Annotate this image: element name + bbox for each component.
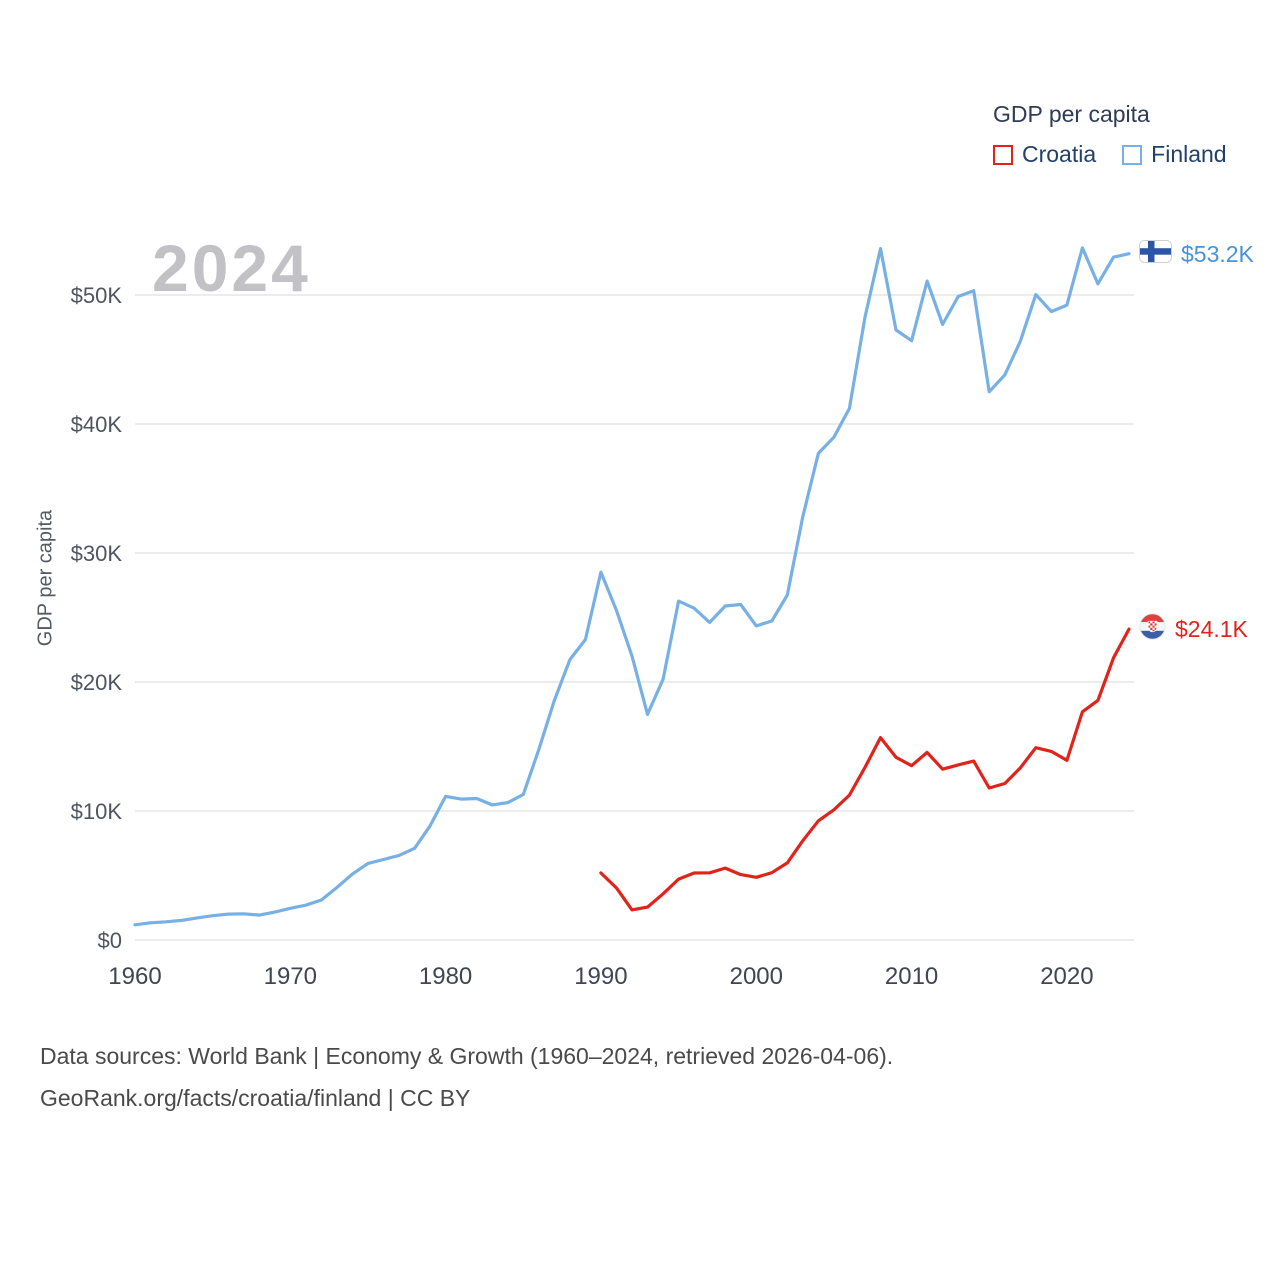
y-tick-label: $20K — [71, 670, 123, 695]
y-tick-label: $30K — [71, 541, 123, 566]
legend-label-croatia: Croatia — [1022, 141, 1097, 167]
y-tick-label: $40K — [71, 412, 123, 437]
x-tick-label: 2020 — [1040, 963, 1093, 990]
x-tick-label: 2000 — [730, 963, 783, 990]
croatia-line — [599, 627, 1131, 912]
legend-item-croatia: Croatia — [993, 141, 1096, 168]
legend-label-finland: Finland — [1151, 141, 1227, 167]
source-url-line: GeoRank.org/facts/croatia/finland | CC B… — [40, 1084, 471, 1111]
x-tick-label: 1970 — [264, 963, 317, 990]
x-tick-label: 1980 — [419, 963, 472, 990]
legend-item-finland: Finland — [1122, 141, 1227, 168]
y-axis-title: GDP per capita — [34, 509, 57, 647]
attribution-footer: Data sources: World Bank | Economy & Gro… — [40, 1036, 893, 1120]
finland-line — [133, 246, 1131, 927]
data-sources-line: Data sources: World Bank | Economy & Gro… — [40, 1043, 894, 1069]
y-tick-label: $0 — [98, 928, 122, 953]
legend: GDP per capita Croatia Finland — [993, 101, 1227, 168]
croatia-value-label: $24.1K — [1175, 615, 1248, 642]
finland-endpoint: $53.2K — [1139, 240, 1254, 268]
croatia-swatch-icon — [993, 144, 1013, 165]
croatia-flag-icon — [1139, 613, 1166, 645]
watermark-year: 2024 — [152, 231, 311, 305]
finland-value-label: $53.2K — [1181, 240, 1254, 267]
y-tick-label: $50K — [71, 283, 123, 308]
croatia-endpoint: $24.1K — [1139, 613, 1248, 645]
x-tick-label: 2010 — [885, 963, 938, 990]
x-tick-label: 1960 — [108, 963, 161, 990]
legend-title: GDP per capita — [993, 101, 1150, 127]
y-tick-label: $10K — [71, 799, 123, 824]
x-tick-label: 1990 — [574, 963, 627, 990]
finland-swatch-icon — [1122, 144, 1143, 165]
finland-flag-icon — [1139, 240, 1172, 268]
